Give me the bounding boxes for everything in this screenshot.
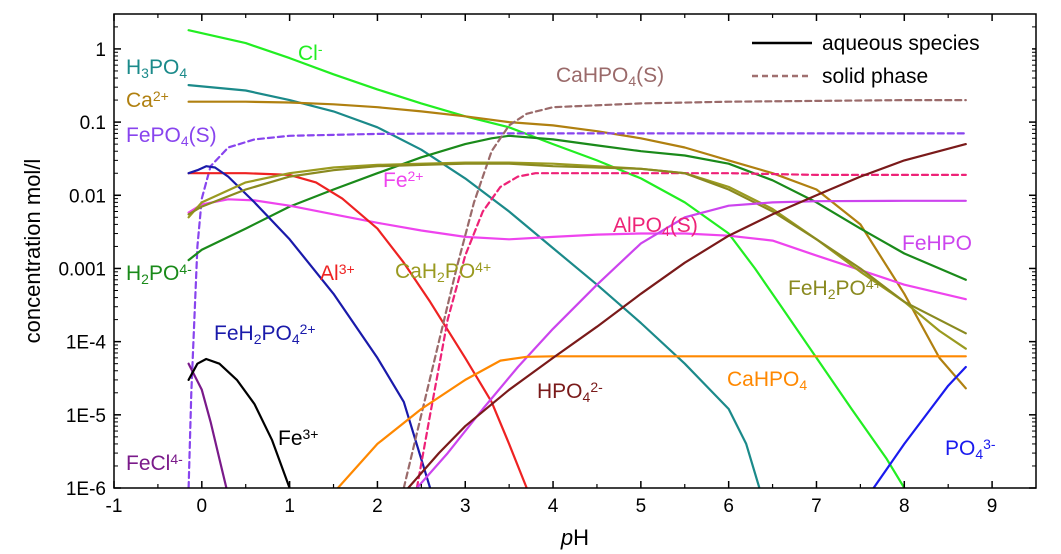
x-tick-label: 3 xyxy=(460,496,471,517)
x-tick-label: 7 xyxy=(811,496,822,517)
series-line-hpo4 xyxy=(407,143,967,488)
series-line-fe2 xyxy=(187,198,967,301)
species-label-fe2: Fe2+ xyxy=(383,168,423,192)
series-line-alpo4s xyxy=(415,172,967,488)
plot-frame xyxy=(113,13,1037,489)
legend-label-aqueous: aqueous species xyxy=(822,32,980,55)
species-label-feh2po4_2: FeH2PO42+ xyxy=(214,321,316,347)
series-line-fecl xyxy=(187,362,228,488)
x-tick-label: 5 xyxy=(636,496,647,517)
series-line-ca2 xyxy=(187,100,967,390)
species-label-cl: Cl- xyxy=(298,41,323,65)
x-tick-label: -1 xyxy=(106,496,123,517)
series-line-cahpo4s xyxy=(402,99,967,488)
species-label-fe3: Fe3+ xyxy=(278,426,318,450)
series-line-po4 xyxy=(872,365,967,488)
series-line-feh2po4_2 xyxy=(187,165,432,488)
species-label-ca2: Ca2+ xyxy=(126,88,169,112)
y-tick-label: 0.01 xyxy=(69,186,106,207)
series-line-cahpo4 xyxy=(336,355,967,488)
species-label-fepo4s: FePO4(S) xyxy=(126,124,217,149)
series-line-cah2po4 xyxy=(187,161,967,350)
species-label-fehpo: FeHPO xyxy=(902,232,972,255)
series-line-fe3 xyxy=(187,357,291,488)
species-label-po4: PO43- xyxy=(945,436,996,462)
y-tick-label: 1 xyxy=(95,40,106,61)
x-tick-label: 0 xyxy=(197,496,208,517)
x-tick-label: 2 xyxy=(372,496,383,517)
x-tick-label: 9 xyxy=(987,496,998,517)
x-axis-title: pH xyxy=(560,525,589,550)
species-label-alpo4s: AlPO4(S) xyxy=(613,214,698,239)
species-label-al3: Al3+ xyxy=(320,261,355,285)
y-tick-label: 1E-4 xyxy=(66,333,107,354)
y-tick-label: 1E-6 xyxy=(66,479,106,500)
y-tick-label: 0.001 xyxy=(58,259,106,280)
species-label-cahpo4: CaHPO4 xyxy=(727,368,807,393)
legend-label-solid: solid phase xyxy=(822,65,928,88)
species-label-h3po4: H3PO4 xyxy=(126,56,187,81)
x-tick-label: 8 xyxy=(899,496,910,517)
legend-box xyxy=(742,26,1032,90)
series-line-cl xyxy=(187,29,906,488)
species-label-cah2po4: CaH2PO4+ xyxy=(395,259,491,285)
legend: aqueous species solid phase xyxy=(742,26,1032,90)
y-axis-title: concentration mol/l xyxy=(20,159,45,344)
species-label-hpo4: HPO42- xyxy=(537,379,603,405)
species-label-fecl: FeCl4- xyxy=(126,451,183,475)
tick-layer: -1 0 1 2 3 4 5 6 7 8 9 1 0.1 0.01 0.001 1E-4 1E-5 1E-6 xyxy=(58,13,1036,517)
species-label-cahpo4s: CaHPO4(S) xyxy=(556,64,664,89)
series-layer xyxy=(187,29,967,488)
series-line-fehpo xyxy=(415,199,967,488)
species-label-h2po4: H2PO4- xyxy=(126,261,192,287)
series-line-fepo4s xyxy=(187,132,967,488)
x-tick-label: 6 xyxy=(723,496,734,517)
y-tick-label: 1E-5 xyxy=(66,406,106,427)
y-tick-label: 0.1 xyxy=(80,113,106,134)
species-label-layer: Cl- H3PO4 Ca2+ FePO4(S) H2PO4- Fe2+ FeCl4- Al3+… xyxy=(126,41,996,475)
x-tick-label: 1 xyxy=(284,496,295,517)
x-tick-label: 4 xyxy=(548,496,559,517)
species-label-feh2po4: FeH2PO4+ xyxy=(788,276,882,302)
series-line-feh2po4 xyxy=(187,162,967,335)
